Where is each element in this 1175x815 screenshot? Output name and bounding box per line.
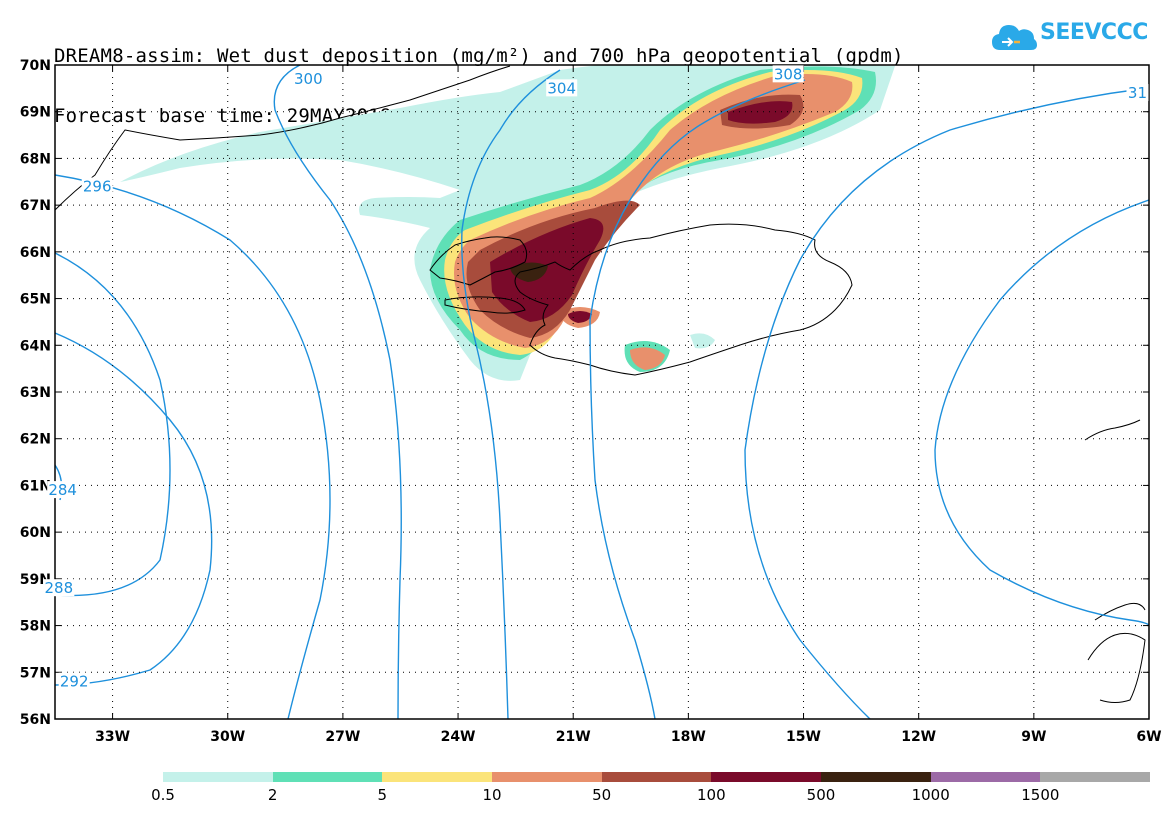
contour-labels: 300 304 308 31 296 284 288 292 (43, 65, 1149, 691)
lat-label: 66N (20, 245, 51, 261)
contour-292 (55, 332, 213, 686)
lon-label: 24W (441, 729, 476, 745)
legend-label: 1500 (1021, 786, 1060, 804)
title-line-1: DREAM8-assim: Wet dust deposition (mg/m²… (54, 45, 904, 67)
lon-label: 6W (1136, 729, 1161, 745)
lon-label: 33W (95, 729, 130, 745)
contour-312 (744, 87, 1149, 719)
lat-label: 58N (20, 619, 51, 635)
contour-308 (589, 79, 806, 719)
lon-label: 9W (1021, 729, 1046, 745)
legend-swatch (382, 772, 493, 782)
lat-label: 68N (20, 151, 51, 167)
dust-deposition-shading (120, 65, 895, 381)
contour-288 (55, 252, 171, 597)
dust-level-100-spot (568, 311, 592, 323)
legend-label: 10 (482, 786, 502, 804)
lat-label: 61N (20, 478, 51, 494)
lat-label: 70N (20, 58, 51, 74)
contour-label-bg (58, 672, 90, 690)
contour-304 (461, 69, 561, 719)
contour-label: 292 (60, 673, 89, 691)
legend-label: 500 (806, 786, 836, 804)
westfjords-coast (429, 236, 528, 286)
contour-label-bg (292, 70, 324, 88)
contour-300 (273, 65, 402, 719)
dust-level-10-spot (630, 347, 665, 370)
legend-label: 50 (592, 786, 612, 804)
legend-label: 1000 (911, 786, 950, 804)
contour-label: 31 (1128, 84, 1147, 102)
contour-label: 300 (294, 70, 323, 88)
lat-label: 67N (20, 198, 51, 214)
lat-label: 56N (20, 712, 51, 728)
legend-label: 2 (267, 786, 278, 804)
legend-swatch (492, 772, 602, 782)
lat-label: 69N (20, 105, 51, 121)
contour-label: 296 (83, 177, 112, 195)
contour-label-bg (546, 79, 578, 97)
lon-label: 27W (325, 729, 360, 745)
legend-swatch (711, 772, 822, 782)
dust-level-100-upper (728, 101, 793, 124)
lat-label: 64N (20, 338, 51, 354)
seevccc-logo: SEEVCCC (990, 14, 1148, 60)
snaefellsnes-coast (444, 296, 526, 314)
lat-label: 65N (20, 292, 51, 308)
coastlines (55, 65, 1146, 703)
latitude-labels: 70N 69N 68N 67N 66N 65N 64N 63N 62N 61N 60N 59N 58N 5… (20, 58, 51, 728)
legend-swatch (601, 772, 712, 782)
logo-text: SEEVCCC (1040, 20, 1148, 45)
cloud-logo-icon (992, 25, 1037, 50)
dust-legend (163, 772, 1151, 782)
legend-swatch (821, 772, 931, 782)
legend-label: 5 (377, 786, 388, 804)
lon-label: 12W (901, 729, 936, 745)
lat-label: 57N (20, 665, 51, 681)
contour-label-bg (1126, 84, 1149, 102)
contour-label-bg (47, 481, 79, 499)
contour-316 (934, 199, 1149, 626)
lon-label: 21W (556, 729, 591, 745)
lat-label: 63N (20, 385, 51, 401)
legend-label: 0.5 (151, 786, 175, 804)
lat-label: 59N (20, 572, 51, 588)
legend-label: 100 (697, 786, 726, 804)
lat-label: 62N (20, 432, 51, 448)
contour-label: 304 (547, 79, 576, 97)
lon-label: 18W (671, 729, 706, 745)
contour-label: 308 (774, 65, 803, 83)
graticule (55, 65, 1149, 719)
contour-label-bg (81, 177, 113, 195)
norway-coast (1084, 419, 1146, 703)
lon-label: 15W (786, 729, 821, 745)
contour-label-bg (43, 579, 75, 597)
legend-swatch (1040, 772, 1151, 782)
contour-label: 284 (48, 481, 77, 499)
contour-label-bg (772, 65, 804, 83)
dust-level-0.5-spot (690, 333, 715, 349)
longitude-labels: 33W 30W 27W 24W 21W 18W 15W 12W 9W 6W (95, 729, 1161, 745)
greenland-coast (55, 65, 511, 211)
geopotential-contours (55, 65, 1149, 719)
legend-swatch (272, 772, 383, 782)
lon-label: 30W (210, 729, 245, 745)
legend-swatch (163, 772, 273, 782)
contour-label: 288 (45, 579, 74, 597)
lat-label: 60N (20, 525, 51, 541)
contour-296 (55, 174, 331, 719)
iceland-coast (514, 223, 853, 376)
legend-swatch (930, 772, 1041, 782)
